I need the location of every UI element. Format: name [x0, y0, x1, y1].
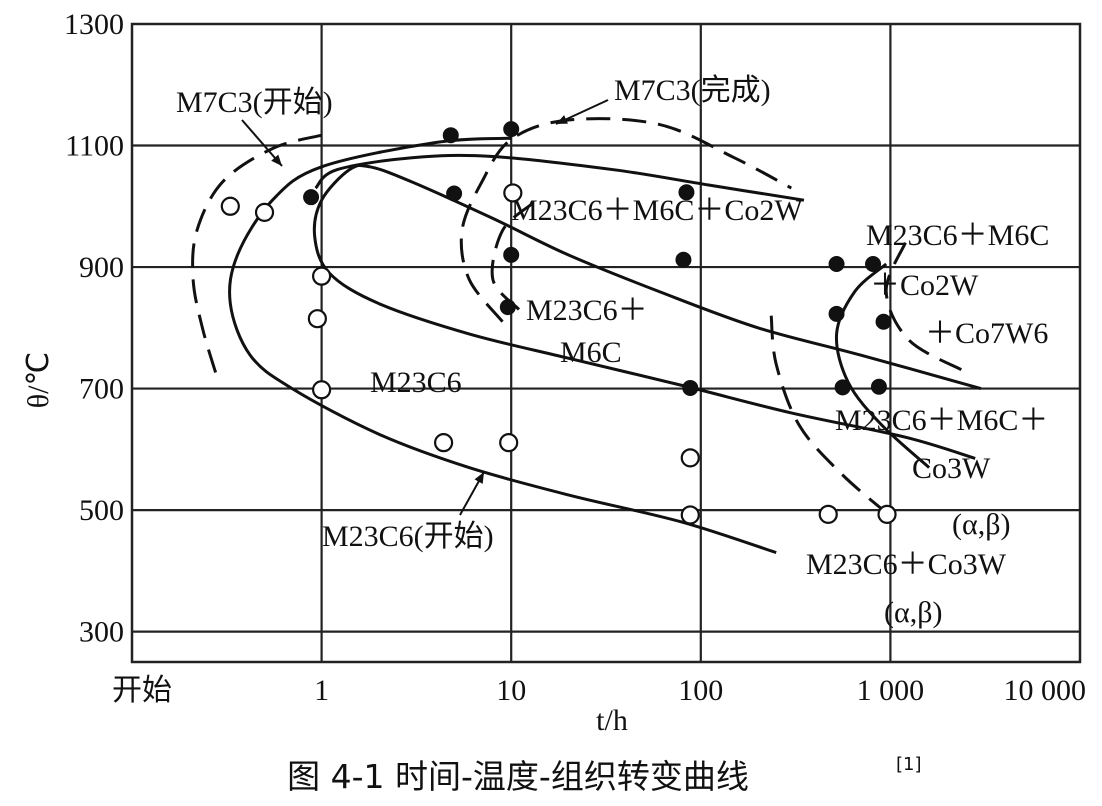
filled-point-12 — [865, 256, 882, 273]
filled-point-5 — [499, 299, 516, 316]
filled-point-0 — [303, 189, 320, 206]
y-tick-label-2: 700 — [79, 373, 124, 406]
filled-point-2 — [503, 121, 520, 138]
label-m23c6-start: M23C6(开始) — [322, 520, 494, 553]
label-m23c6-m6c-right: M23C6＋M6C — [866, 219, 1049, 252]
label-alpha-beta-1: (α,β) — [952, 508, 1010, 541]
x-axis-label: t/h — [596, 704, 628, 737]
label-m7c3-start: M7C3(开始) — [176, 86, 333, 119]
y-tick-label-4: 1100 — [65, 130, 124, 163]
y-tick-label-5: 1300 — [64, 8, 124, 41]
label-plus-co7w6: ＋Co7W6 — [925, 317, 1048, 350]
x-tick-label-3: 100 — [678, 674, 723, 707]
open-point-3 — [307, 309, 327, 329]
label-m23c6-m6c-co2w: M23C6＋M6C＋Co2W — [511, 194, 803, 227]
y-tick-label-1: 500 — [79, 494, 124, 527]
filled-point-13 — [875, 313, 892, 330]
filled-point-8 — [682, 379, 699, 396]
filled-point-14 — [870, 378, 887, 395]
curve-7 — [884, 242, 964, 372]
arrow-m23c6-start-head — [474, 472, 484, 484]
tick-labels: 开始 1 10 100 1 000 10 000 300 500 700 900 1100 1300 — [64, 8, 1086, 707]
x-tick-label-2: 10 — [496, 674, 526, 707]
annotation-arrows — [241, 99, 609, 516]
curve-4 — [459, 117, 793, 323]
x-tick-label-0: 开始 — [112, 674, 172, 707]
filled-point-11 — [834, 379, 851, 396]
filled-point-3 — [446, 185, 463, 202]
curve-3 — [314, 153, 805, 202]
label-m7c3-finish: M7C3(完成) — [614, 74, 771, 107]
figure-caption: 图 4-1 时间-温度-组织转变曲线 — [287, 757, 749, 796]
open-point-4 — [312, 380, 332, 400]
open-point-8 — [680, 448, 700, 468]
label-m6c: M6C — [560, 336, 622, 369]
x-tick-label-1: 1 — [314, 674, 329, 707]
filled-point-7 — [675, 251, 692, 268]
open-point-0 — [220, 196, 240, 216]
open-point-2 — [312, 266, 332, 286]
filled-point-9 — [828, 256, 845, 273]
y-tick-label-0: 300 — [79, 616, 124, 649]
open-point-9 — [680, 505, 700, 525]
filled-point-4 — [503, 246, 520, 263]
open-point-10 — [818, 504, 838, 524]
label-m23c6-plus: M23C6＋ — [526, 294, 648, 327]
open-point-1 — [254, 202, 275, 222]
open-point-7 — [503, 183, 523, 203]
label-m23c6-co3w: M23C6＋Co3W — [806, 548, 1007, 581]
curve-1 — [228, 136, 777, 555]
filled-point-10 — [828, 305, 845, 322]
curve-6 — [834, 262, 931, 469]
open-point-6 — [499, 433, 519, 453]
label-m23c6: M23C6 — [370, 366, 462, 399]
label-alpha-beta-2: (α,β) — [884, 596, 942, 629]
data-points — [220, 121, 897, 525]
filled-point-1 — [442, 127, 459, 144]
y-axis-label: θ/℃ — [22, 352, 55, 408]
caption-reference: [1] — [896, 754, 922, 775]
curve-0 — [191, 133, 322, 377]
label-co3w: Co3W — [912, 452, 991, 485]
open-point-11 — [877, 504, 897, 524]
y-tick-label-3: 900 — [79, 251, 124, 284]
arrow-m7c3-start-head — [271, 154, 282, 166]
x-tick-label-5: 10 000 — [1004, 674, 1087, 707]
plot-frame — [130, 22, 1082, 664]
curve-8 — [769, 315, 892, 518]
open-point-5 — [433, 433, 454, 453]
arrow-m7c3-finish-head — [556, 115, 568, 124]
label-m23c6-m6c-plus: M23C6＋M6C＋ — [835, 404, 1048, 437]
label-plus-co2w: ＋Co2W — [870, 269, 979, 302]
curve-5 — [490, 202, 534, 311]
x-tick-label-4: 1 000 — [857, 674, 925, 707]
filled-point-6 — [678, 184, 695, 201]
